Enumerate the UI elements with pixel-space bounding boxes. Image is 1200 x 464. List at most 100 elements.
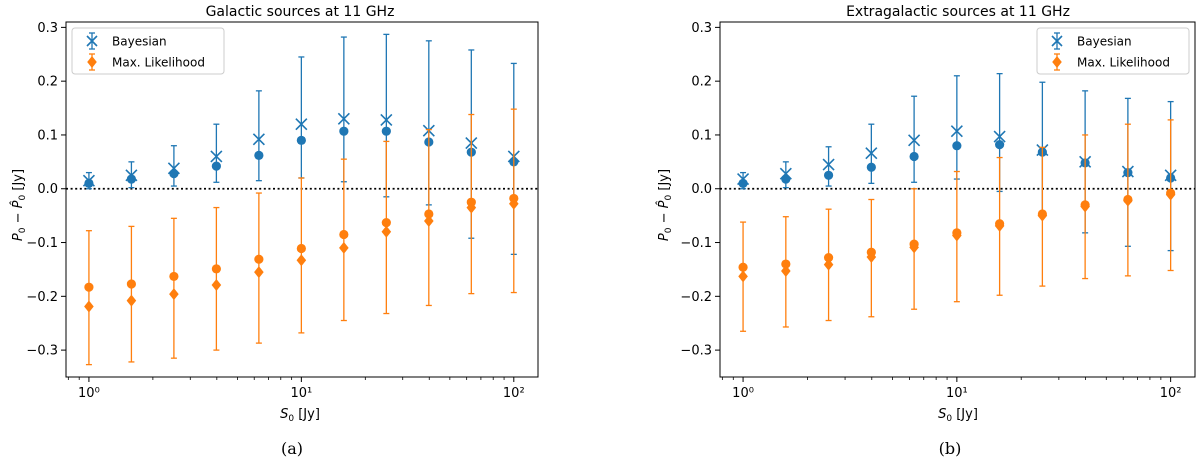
bayesian-cross (865, 147, 878, 160)
x-tick-label: 10⁰ (732, 386, 754, 401)
y-tick-label: −0.2 (680, 290, 712, 305)
ml-dot (823, 252, 834, 263)
bayesian-cross (125, 169, 138, 182)
y-tick-label: −0.3 (26, 344, 58, 359)
ml-dot (339, 229, 349, 240)
bayesian-cross (295, 118, 308, 131)
legend-diamond-icon (87, 56, 97, 68)
y-tick-label: 0.3 (37, 21, 58, 36)
bayesian-cross (337, 112, 350, 125)
legend-frame (1036, 27, 1190, 75)
ml-dot (381, 218, 391, 228)
bayesian-cross (737, 172, 750, 186)
ml-diamond (508, 197, 519, 210)
ml-dot (254, 254, 264, 264)
bayesian-dot (995, 140, 1005, 150)
legend-item-bayesian: Bayesian (1051, 32, 1132, 50)
y-tick-label: 0.0 (37, 182, 58, 197)
bayesian-cross (210, 150, 223, 163)
y-tick-label: 0.0 (691, 182, 712, 197)
y-tick-label: −0.1 (26, 236, 58, 251)
bayesian-cross (950, 125, 963, 138)
y-tick-label: −0.3 (680, 344, 712, 359)
ml-diamond (866, 251, 877, 264)
ml-dot (126, 279, 137, 289)
panel-b: Extragalactic sources at 11 GHz S0 [Jy] … (657, 4, 1196, 458)
y-tick-label: 0.2 (691, 75, 712, 90)
axes-frame (65, 21, 539, 378)
ml-diamond (254, 266, 264, 279)
ml-diamond (126, 294, 137, 307)
legend-frame (71, 27, 225, 75)
ml-diamond (381, 225, 392, 238)
panel-a: Galactic sources at 11 GHz S0 [Jy] P0 − … (11, 4, 539, 458)
bayesian-cross (908, 134, 921, 147)
x-tick-label: 10¹ (290, 386, 312, 401)
legend-label: Max. Likelihood (1077, 56, 1170, 70)
ml-diamond (424, 215, 434, 228)
y-tick-label: 0.2 (37, 75, 58, 90)
bayesian-dot (254, 150, 264, 160)
bayesian-dot (909, 151, 919, 162)
ml-diamond (781, 265, 791, 278)
ml-diamond (1165, 188, 1176, 201)
ml-diamond (823, 258, 834, 271)
ml-diamond (84, 300, 94, 313)
ml-diamond (1123, 194, 1133, 207)
ml-diamond (994, 219, 1005, 232)
ml-diamond (466, 201, 477, 214)
legend-item-ml: Max. Likelihood (87, 53, 205, 71)
chart-title: Galactic sources at 11 GHz (206, 4, 395, 20)
ml-dot (296, 243, 306, 254)
ml-diamond (169, 288, 179, 301)
bayesian-dot (84, 178, 94, 188)
bayesian-dot (211, 161, 221, 171)
legend: Bayesian Max. Likelihood (71, 27, 225, 75)
bayesian-cross (252, 133, 265, 146)
x-axis-label: S0 [Jy] (938, 407, 978, 424)
bayesian-dot (339, 126, 349, 136)
legend-diamond-icon (1052, 56, 1062, 68)
ml-diamond (1080, 200, 1090, 213)
ml-dot (211, 264, 221, 274)
y-tick-label: 0.1 (691, 128, 712, 143)
ml-diamond (909, 241, 919, 254)
ml-dot (169, 271, 179, 282)
bayesian-cross (380, 113, 393, 126)
y-tick-label: 0.1 (37, 128, 58, 143)
bayesian-cross (82, 174, 95, 187)
bayesian-dot (866, 162, 876, 172)
legend-label: Bayesian (1077, 35, 1132, 49)
legend-item-ml: Max. Likelihood (1052, 53, 1170, 71)
legend-label: Max. Likelihood (112, 56, 205, 70)
bayesian-cross (779, 167, 792, 180)
y-axis-label: P0 − P̂0 [Jy] (11, 169, 28, 241)
ml-dot (738, 262, 748, 272)
x-tick-label: 10² (1160, 386, 1182, 401)
legend-label: Bayesian (112, 35, 167, 49)
ml-diamond (952, 229, 962, 242)
chart-title: Extragalactic sources at 11 GHz (846, 4, 1070, 20)
bayesian-cross (822, 158, 835, 171)
x-tick-label: 10¹ (946, 386, 968, 401)
ml-dot (424, 209, 434, 219)
legend: Bayesian Max. Likelihood (1036, 27, 1190, 75)
y-tick-label: −0.2 (26, 290, 58, 305)
legend-cross-icon (1051, 35, 1063, 47)
legend-item-bayesian: Bayesian (86, 32, 167, 50)
ml-diamond (296, 254, 307, 267)
ml-diamond (1037, 209, 1048, 222)
legend-cross-icon (86, 35, 98, 47)
bayesian-cross (993, 130, 1006, 143)
panel-label: (b) (939, 439, 962, 458)
ml-diamond (339, 241, 349, 254)
axes-frame (719, 21, 1196, 378)
ml-diamond (738, 270, 748, 283)
x-axis-label: S0 [Jy] (280, 407, 320, 424)
y-tick-label: 0.3 (691, 21, 712, 36)
y-axis-label: P0 − P̂0 [Jy] (657, 169, 674, 241)
bayesian-dot (823, 170, 834, 180)
x-tick-label: 10² (503, 386, 525, 401)
y-tick-label: −0.1 (680, 236, 712, 251)
